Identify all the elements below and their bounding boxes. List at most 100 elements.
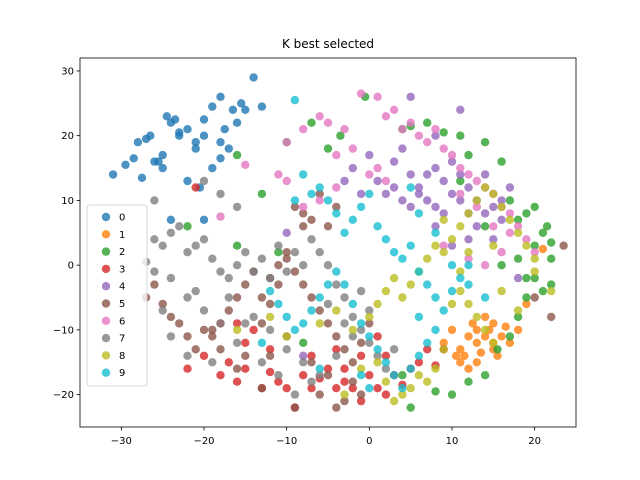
- point-7-32: [166, 273, 176, 283]
- point-5-8: [208, 332, 217, 341]
- point-5-5: [183, 332, 192, 341]
- point-3-25: [423, 345, 432, 354]
- point-8-1: [265, 312, 275, 322]
- point-5-35: [274, 280, 283, 289]
- point-5-39: [232, 364, 242, 373]
- point-5-30: [323, 222, 333, 231]
- point-7-56: [290, 390, 300, 399]
- point-0-24: [241, 105, 250, 115]
- point-4-0: [406, 92, 415, 102]
- point-5-27: [365, 319, 374, 328]
- point-3-28: [249, 325, 258, 335]
- point-5-14: [257, 293, 267, 302]
- legend-label-7: 7: [119, 334, 125, 345]
- point-2-43: [513, 254, 523, 263]
- point-0-5: [146, 131, 155, 140]
- point-6-16: [447, 150, 457, 160]
- point-6-43: [497, 248, 506, 257]
- point-0-28: [216, 154, 225, 163]
- y-tick-label-2: 0: [68, 261, 74, 272]
- point-3-6: [265, 367, 275, 377]
- point-7-12: [232, 261, 242, 270]
- point-6-11: [406, 118, 415, 127]
- point-5-24: [340, 345, 349, 354]
- point-8-8: [381, 286, 391, 296]
- point-8-20: [480, 183, 490, 192]
- point-2-40: [456, 176, 465, 186]
- point-0-22: [232, 118, 242, 127]
- point-9-28: [282, 312, 291, 322]
- point-4-25: [472, 222, 481, 231]
- point-9-38: [389, 371, 399, 380]
- point-9-7: [348, 215, 357, 224]
- series-9: [257, 95, 490, 393]
- point-5-53: [307, 358, 316, 367]
- point-9-9: [365, 189, 374, 199]
- legend: 0 1 2 3 4 5 6 7 8 9: [86, 204, 148, 387]
- point-0-25: [249, 73, 258, 82]
- point-6-0: [241, 160, 250, 169]
- point-7-24: [332, 280, 341, 289]
- point-5-40: [547, 312, 556, 322]
- point-6-40: [439, 241, 448, 250]
- point-2-33: [398, 371, 407, 380]
- point-2-12: [497, 157, 506, 166]
- point-8-34: [423, 377, 432, 386]
- point-2-37: [183, 222, 192, 231]
- point-2-13: [505, 196, 515, 205]
- point-1-1: [447, 325, 457, 335]
- point-5-36: [265, 299, 275, 309]
- point-7-62: [158, 306, 167, 315]
- point-0-18: [216, 92, 225, 102]
- point-7-40: [299, 358, 308, 367]
- point-3-31: [265, 345, 275, 354]
- point-7-39: [282, 345, 291, 354]
- point-2-30: [447, 390, 457, 399]
- legend-label-0: 0: [119, 213, 125, 224]
- point-4-22: [447, 189, 457, 199]
- point-4-7: [423, 170, 432, 179]
- point-2-25: [513, 312, 523, 322]
- point-5-23: [332, 332, 341, 341]
- series-5: [141, 189, 568, 412]
- point-5-19: [299, 280, 308, 289]
- point-7-50: [183, 351, 192, 360]
- point-9-52: [464, 280, 473, 289]
- legend-marker-4: [101, 282, 111, 291]
- point-9-22: [332, 267, 341, 276]
- point-2-36: [257, 189, 267, 199]
- point-0-31: [183, 176, 192, 186]
- point-6-36: [456, 189, 465, 199]
- point-4-30: [489, 235, 498, 244]
- point-9-17: [431, 293, 440, 302]
- point-2-3: [336, 131, 345, 140]
- point-9-35: [365, 332, 374, 341]
- point-6-4: [323, 118, 333, 127]
- point-6-35: [274, 170, 283, 179]
- point-4-19: [423, 196, 432, 205]
- point-5-34: [282, 248, 291, 257]
- point-3-33: [199, 351, 209, 360]
- point-1-4: [464, 332, 473, 341]
- point-5-18: [290, 267, 300, 276]
- point-3-34: [183, 364, 192, 373]
- point-3-36: [373, 332, 382, 341]
- point-8-22: [497, 202, 506, 212]
- point-4-42: [497, 215, 506, 224]
- point-4-9: [439, 176, 448, 186]
- point-7-55: [274, 371, 283, 380]
- point-8-50: [464, 248, 473, 257]
- point-9-36: [373, 345, 382, 354]
- point-1-13: [501, 322, 510, 331]
- legend-marker-1: [101, 230, 111, 239]
- point-9-34: [356, 319, 366, 328]
- series-7: [141, 176, 399, 399]
- x-tick-label-4: 10: [446, 436, 459, 447]
- point-8-14: [431, 241, 440, 250]
- point-5-45: [332, 403, 341, 412]
- point-8-9: [389, 273, 399, 283]
- point-5-9: [216, 345, 225, 354]
- point-8-7: [373, 299, 382, 309]
- point-6-8: [381, 112, 391, 121]
- point-9-26: [299, 319, 308, 328]
